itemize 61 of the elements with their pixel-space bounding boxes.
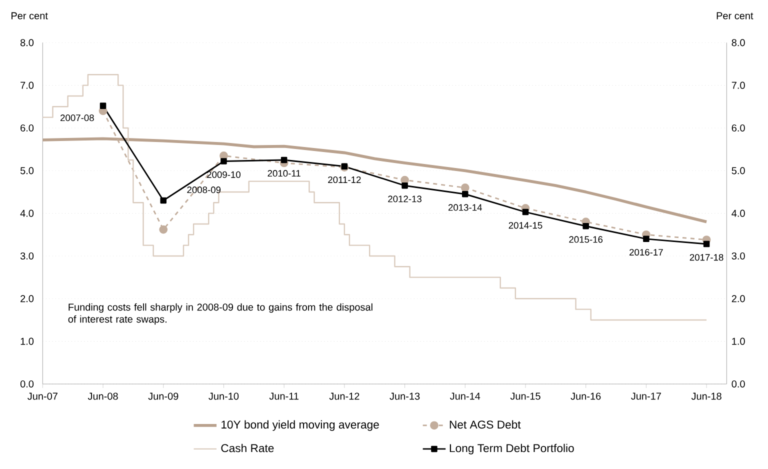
x-tick-label: Jun-16 <box>570 392 601 400</box>
y-axis-title: Per cent <box>12 12 48 20</box>
x-tick-label: Jun-14 <box>450 392 480 400</box>
y-tick-label: 3.0 <box>20 252 34 260</box>
x-tick-label: Jun-11 <box>269 392 299 400</box>
y-tick-label: 5.0 <box>20 166 34 174</box>
y2-tick-label: 6.0 <box>732 124 745 132</box>
point <box>460 183 470 192</box>
y2-tick-label: 7.0 <box>732 82 745 89</box>
y2-axis-title: Per cent <box>716 12 754 20</box>
y2-tick-label: 2.0 <box>732 294 745 302</box>
x-tick-label: Jun-08 <box>88 392 118 400</box>
legend-label: Long Term Debt Portfolio <box>450 444 574 454</box>
y-tick-label: 6.0 <box>20 124 34 132</box>
x-tick-label: Jun-10 <box>208 392 239 400</box>
y2-tick-label: 3.0 <box>732 252 745 260</box>
x-tick-label: Jun-15 <box>510 392 540 400</box>
annotation: 2017-18 <box>690 254 724 261</box>
legend-label: Net AGS Debt <box>450 420 521 428</box>
point <box>160 197 167 204</box>
annotation: 2016-17 <box>630 248 663 256</box>
point <box>100 102 106 109</box>
point <box>643 236 650 242</box>
annotation: 2010-11 <box>268 170 300 176</box>
annotation: 2008-09 <box>187 186 221 193</box>
y-tick-label: 8.0 <box>20 38 34 46</box>
x-tick-label: Jun-09 <box>148 392 178 400</box>
y-tick-label: 2.0 <box>20 294 34 302</box>
y-tick-label: 7.0 <box>20 82 34 89</box>
x-tick-label: Jun-13 <box>390 392 420 400</box>
point <box>703 240 710 248</box>
legend-label: Cash Rate <box>221 444 274 452</box>
line-series <box>41 137 708 224</box>
point <box>220 158 227 164</box>
y2-tick-label: 4.0 <box>732 210 745 217</box>
legend-label: 10Y bond yield moving average <box>222 420 379 431</box>
x-tick-label: Jun-12 <box>329 392 360 400</box>
y2-tick-label: 0.0 <box>732 380 745 388</box>
y2-tick-label: 8.0 <box>732 38 745 46</box>
x-tick-label: Jun-07 <box>28 392 58 400</box>
point <box>280 156 288 163</box>
annotation: 2012-13 <box>388 195 422 202</box>
x-tick-label: Jun-18 <box>691 392 722 400</box>
y-tick-label: 1.0 <box>20 338 34 345</box>
annotation: 2015-16 <box>569 236 603 243</box>
point <box>159 225 168 234</box>
annotation: 2009-10 <box>207 171 240 178</box>
point <box>522 208 529 216</box>
point <box>462 190 468 198</box>
annotation: 2011-12 <box>328 176 361 183</box>
y-tick-label: 0.0 <box>20 380 34 388</box>
y2-tick-label: 5.0 <box>732 166 745 174</box>
annotation: 2007-08 <box>60 114 94 121</box>
y2-tick-label: 1.0 <box>732 338 745 345</box>
point <box>402 182 408 189</box>
annotation: 2014-15 <box>508 222 542 229</box>
x-tick-label: Jun-17 <box>631 392 661 400</box>
annotation: Funding costs fell sharply in 2008-09 due to gains from the disposal of interest rate swaps. <box>68 303 372 324</box>
point <box>582 222 589 230</box>
annotation: 2013-14 <box>448 204 482 211</box>
y-tick-label: 4.0 <box>20 210 34 217</box>
